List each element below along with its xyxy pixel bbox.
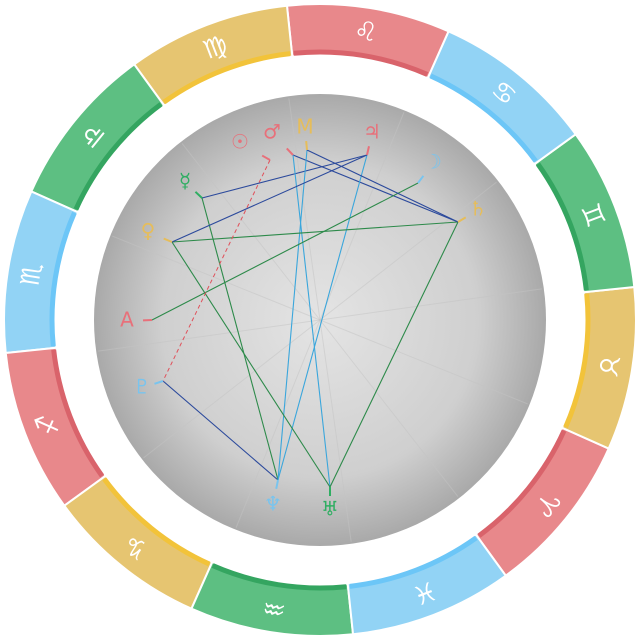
zodiac-segment	[346, 532, 508, 636]
aspect-line	[201, 154, 368, 199]
zodiac-glyph: ♏	[15, 261, 48, 289]
planet-glyph: A	[120, 308, 134, 332]
zodiac-edge	[49, 211, 77, 347]
aspect-line	[162, 380, 279, 481]
aspect-line	[277, 149, 308, 481]
house-cusp	[319, 319, 528, 405]
aspect-line	[171, 154, 368, 243]
aspect-line	[171, 221, 459, 243]
zodiac-edge	[563, 293, 591, 429]
planet-glyph: ♃	[363, 120, 381, 144]
zodiac-edge	[211, 563, 347, 591]
house-cusp	[112, 235, 321, 321]
aspect-line	[306, 149, 459, 223]
house-cusp	[319, 319, 459, 497]
aspect-line	[277, 154, 368, 481]
house-cusp	[319, 112, 405, 321]
planet-glyph: ♄	[469, 197, 487, 221]
zodiac-edge	[535, 162, 589, 291]
aspect-line	[171, 241, 331, 488]
zodiac-edge	[162, 51, 291, 105]
planet-tick	[286, 147, 294, 156]
zodiac-edge	[102, 477, 211, 567]
aspect-line	[292, 154, 331, 488]
aspect-lines	[151, 149, 459, 488]
planet-glyph: ♅	[321, 497, 339, 521]
zodiac-glyph: ♒	[261, 591, 289, 624]
house-cusps	[98, 98, 542, 542]
house-cusp	[319, 181, 497, 321]
zodiac-ring: ♈♉♊♋♌♍♎♏♐♑♒ ♓	[3, 3, 637, 637]
house-cusp	[235, 319, 321, 528]
zodiac-glyph: ♉	[591, 352, 624, 380]
zodiac-glyph: ♌	[352, 15, 380, 48]
planet-tick	[366, 146, 370, 156]
planet-glyph: ♆	[264, 492, 282, 516]
aspect-line	[151, 182, 419, 321]
planet-glyph: ☽	[424, 150, 442, 174]
planet-glyph: ☉	[231, 130, 249, 154]
planet-tick	[261, 154, 271, 161]
planet-tick	[163, 237, 173, 243]
zodiac-edge	[429, 73, 538, 163]
aspect-line	[292, 154, 459, 223]
planet-tick	[417, 175, 425, 184]
planet-tick	[275, 479, 279, 490]
planet-tick	[194, 191, 203, 199]
planet-glyph: M	[296, 115, 313, 139]
planet-tick	[154, 380, 164, 385]
zodiac-edge	[349, 535, 478, 589]
planet-tick	[457, 216, 467, 223]
planet-glyph: ♇	[133, 375, 151, 399]
planet-labels: ☉ ♂ M ♃ ☽ ♄ ☿ ♀ A ♇ ♆ ♅	[120, 115, 487, 521]
house-cusp	[98, 319, 321, 352]
planet-glyph: ♀	[141, 219, 156, 243]
aspect-line	[329, 221, 459, 488]
zodiac-edge	[477, 429, 567, 538]
house-cusp	[319, 319, 352, 542]
zodiac-edge	[293, 49, 429, 77]
planet-glyph: ☿	[179, 169, 191, 193]
planet-tick	[305, 140, 308, 151]
house-cusp	[288, 98, 321, 321]
house-cusp	[181, 143, 321, 321]
planet-glyph: ♂	[263, 120, 281, 144]
house-cusp	[319, 288, 542, 321]
aspect-line	[162, 159, 271, 382]
zodiac-edge	[51, 349, 105, 478]
zodiac-edge	[73, 102, 163, 211]
aspect-line	[201, 197, 279, 481]
